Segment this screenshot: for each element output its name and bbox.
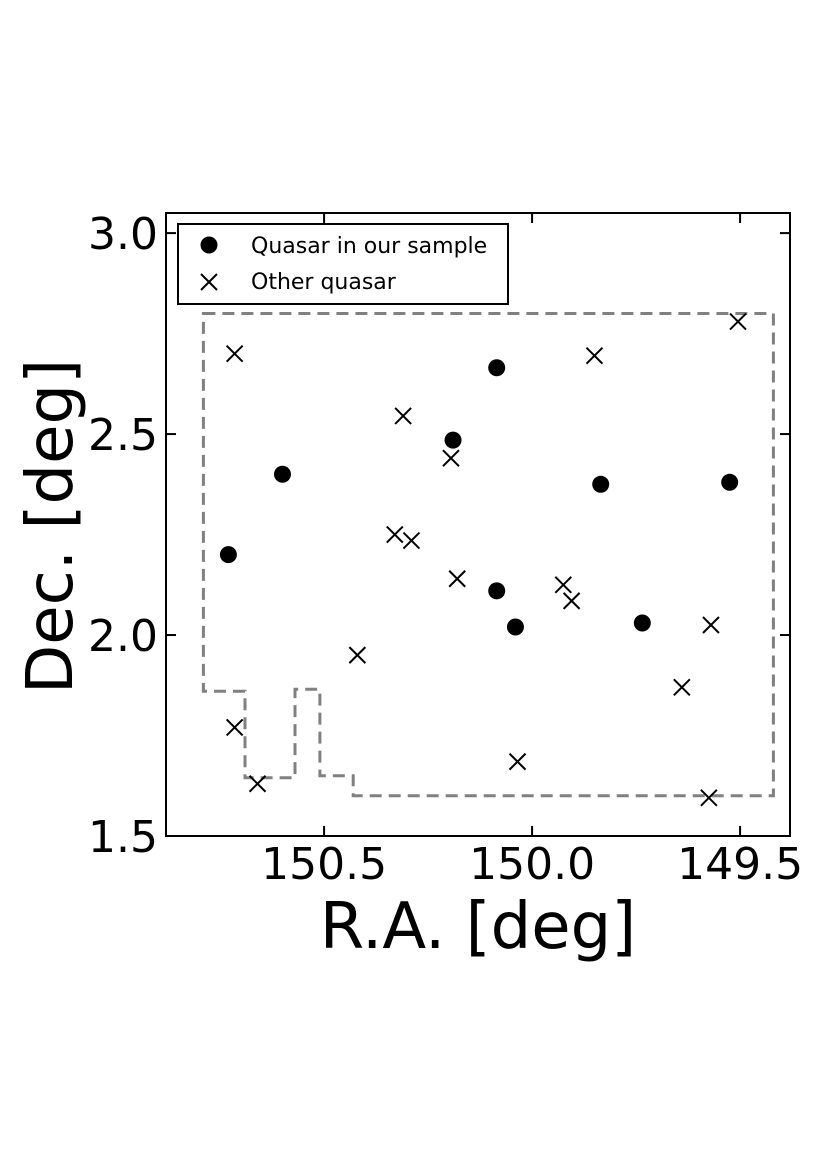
other-quasar-point [554,576,572,594]
other-quasar-point [673,678,691,696]
sample-quasar-point [219,546,237,564]
x-axis-title: R.A. [deg] [320,890,636,964]
sample-quasar-point [721,473,739,491]
sample-quasar-point [488,359,506,377]
plot-frame [165,212,791,837]
sample-quasar-point [273,465,291,483]
other-quasar-point [394,407,412,425]
survey-footprint-layer [201,312,775,798]
sample-quasar-point [592,475,610,493]
other-quasar-point [585,346,604,365]
other-quasar-point [562,592,581,610]
other-quasar-point [702,616,720,634]
x-tick-label: 150.5 [261,839,387,890]
y-tick-label: 2.0 [88,611,158,662]
axis-ticks-layer: 150.5 150.0 149.5 1.5 2.0 2.5 3.0 [88,209,803,890]
other-quasar-point [442,449,460,467]
sample-quasar-point [488,582,506,600]
legend-marker-x [200,273,218,291]
other-quasar-point [348,646,367,664]
x-tick-label: 149.5 [677,839,803,890]
other-quasar-point [402,531,421,550]
x-tick-label: 150.0 [469,839,595,890]
legend-box [177,223,509,305]
sample-quasar-point [444,431,462,449]
legend-label-sample-quasar: Quasar in our sample [251,234,487,259]
other-quasar-point [508,752,527,771]
y-tick-label: 2.5 [88,410,158,461]
other-quasar-point [448,570,466,588]
sample-quasar-point [633,614,651,632]
other-quasar-point [386,525,404,544]
other-quasar-point [729,312,747,331]
other-quasar-point [225,718,244,737]
other-quasar-point [248,775,267,793]
y-tick-label: 3.0 [88,209,158,260]
legend-marker-circle [200,236,218,254]
other-quasar-point [225,344,244,363]
legend: Quasar in our sample Other quasar [177,223,509,305]
data-marks-layer [219,312,747,807]
sample-quasar-point [506,618,524,636]
legend-label-other-quasar: Other quasar [251,270,397,295]
y-tick-label: 1.5 [88,812,158,863]
other-quasar-point [700,789,718,807]
y-axis-title: Dec. [deg] [14,359,88,694]
survey-footprint-outline [201,312,775,798]
